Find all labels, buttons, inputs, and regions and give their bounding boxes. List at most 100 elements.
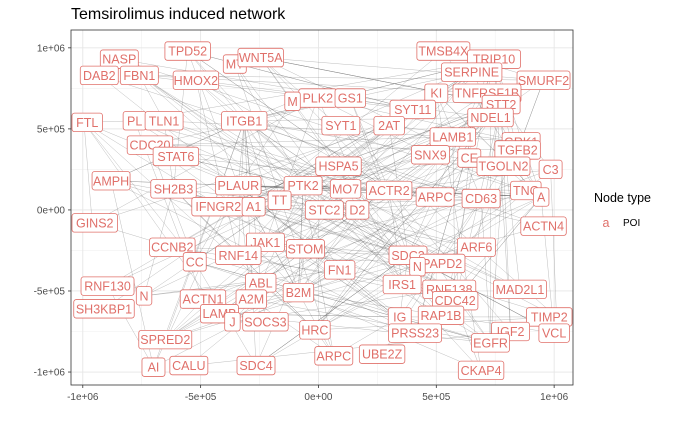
node-label-text: CCNB2 [151, 241, 193, 255]
legend: Node type a POI [594, 191, 651, 230]
legend-key: a [603, 216, 610, 230]
node-label: PLK2 [298, 88, 338, 108]
y-tick-label: 1e+06 [37, 43, 66, 54]
edge [83, 122, 400, 318]
edge [139, 75, 443, 264]
node-label: PTK2 [283, 175, 323, 196]
node-label-box [471, 333, 510, 353]
node-label-text: ARPC [316, 349, 351, 363]
node-label-text: PRSS23 [391, 327, 439, 341]
node-label: TLN1 [144, 111, 184, 131]
node-label: PLAUR [215, 175, 262, 196]
node-label: RNF14 [215, 245, 262, 265]
node-label: RNF130 [80, 276, 135, 296]
node-label-text: RAP1B [421, 309, 462, 323]
legend-title: Node type [594, 191, 651, 205]
node-label: SNX9 [411, 145, 450, 165]
edge [195, 80, 304, 186]
edge [389, 190, 544, 227]
node-label: TGOLN2 [476, 156, 531, 176]
node-label: A [533, 187, 550, 207]
node-label: TMSB4X [416, 41, 471, 61]
edge [164, 120, 453, 138]
node-label-box [71, 213, 118, 233]
node-label: M [284, 91, 301, 111]
node-label-text: D2 [349, 203, 365, 217]
node-label-box [149, 237, 196, 257]
node-label: UBE2Z [358, 344, 406, 364]
node-label-box [315, 156, 362, 176]
node-label-text: B2M [286, 286, 312, 300]
edge [139, 75, 409, 256]
node-label-box [533, 187, 550, 207]
node-label-box [334, 88, 366, 108]
edge [149, 144, 518, 151]
node-label: ACTR2 [366, 180, 413, 201]
node-label: A1 [241, 197, 266, 217]
node-label: STOM [286, 239, 325, 259]
node-label: SYT11 [389, 99, 436, 120]
edge [407, 157, 470, 256]
node-label-text: A2M [238, 293, 264, 307]
node-label-box [388, 323, 442, 343]
node-label-text: STAT6 [157, 150, 194, 164]
node-label-box [493, 279, 547, 300]
node-label-box [538, 159, 563, 180]
node-label: ARPC [415, 187, 455, 207]
node-label-text: M [287, 95, 297, 109]
node-label-box [441, 62, 503, 82]
node-label-text: GS1 [338, 92, 363, 106]
node-label: TT [267, 190, 292, 210]
node-label: RAP1B [417, 305, 465, 325]
node-label-text: TT [272, 194, 288, 208]
node-label-text: NASP [102, 53, 136, 67]
legend-label: POI [623, 218, 640, 229]
node-label-box [457, 360, 505, 381]
node-label: GS1 [334, 88, 366, 108]
node-label: CCNB2 [149, 237, 196, 257]
node-label-text: AMPH [93, 174, 129, 188]
node-label-box [345, 200, 370, 220]
node-label-box [286, 239, 325, 259]
node-label-box [152, 146, 200, 167]
node-label-text: FBN1 [123, 69, 155, 83]
node-label-text: VCL [542, 327, 566, 341]
node-label-box [299, 320, 331, 340]
node-label-box [241, 197, 266, 217]
node-label-text: GINS2 [76, 216, 114, 230]
edge [165, 120, 245, 340]
node-label: SERPINE [441, 62, 503, 82]
node-label-text: SPRED2 [140, 333, 190, 347]
x-axis: -1e+06 -5e+05 0e+00 5e+05 1e+06 [67, 385, 569, 403]
edge [173, 188, 239, 256]
node-label-text: HSPA5 [318, 160, 358, 174]
edge [195, 80, 239, 256]
node-label-box [516, 70, 571, 90]
node-label-box [415, 187, 455, 207]
node-label: FN1 [324, 260, 356, 280]
node-label-box [324, 260, 356, 280]
node-label-box [358, 344, 406, 364]
node-label: HMOX2 [172, 70, 220, 90]
edge [92, 125, 390, 224]
node-label-box [235, 289, 267, 309]
node-label-text: 2AT [378, 119, 400, 133]
node-label-text: ACTR2 [369, 184, 410, 198]
node-label: CDC42 [432, 291, 479, 311]
node-label-text: EGFR [473, 336, 508, 350]
node-label-box [79, 65, 119, 86]
node-label: PL [122, 111, 147, 131]
node-label-box [267, 190, 292, 210]
node-label: ITGB1 [221, 111, 268, 131]
edge [134, 120, 390, 191]
node-label-text: IG [393, 310, 406, 324]
node-label-box [429, 127, 476, 147]
node-label: TPD52 [164, 41, 211, 61]
node-label-text: ARF6 [460, 241, 492, 255]
node-label-box [224, 312, 241, 332]
node-label-box [141, 357, 166, 377]
node-label-text: CE [461, 152, 478, 166]
node-label: SH3KBP1 [73, 299, 135, 319]
node-label-text: ABL [249, 276, 273, 290]
node-label-text: SYT1 [325, 119, 356, 133]
